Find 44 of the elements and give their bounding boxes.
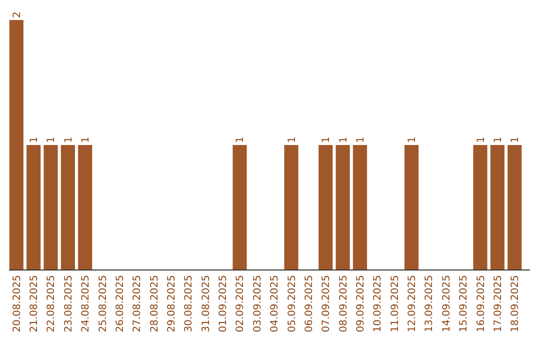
x-tick-label: 02.09.2025 xyxy=(235,275,246,332)
data-label: 1 xyxy=(510,136,522,143)
x-tick-label: 23.08.2025 xyxy=(63,275,74,332)
x-tick-label: 31.08.2025 xyxy=(200,275,212,332)
data-label: 1 xyxy=(29,136,40,143)
x-tick-label: 03.09.2025 xyxy=(252,275,264,332)
data-label: 1 xyxy=(63,136,74,143)
x-tick-label: 01.09.2025 xyxy=(218,275,230,332)
x-tick-label: 09.09.2025 xyxy=(355,275,366,332)
x-tick-label: 14.09.2025 xyxy=(441,275,452,332)
x-tick-label: 10.09.2025 xyxy=(372,275,384,332)
x-tick-label: 16.09.2025 xyxy=(476,275,487,332)
data-label: 1 xyxy=(235,136,246,143)
x-tick-label: 29.08.2025 xyxy=(166,275,178,332)
data-label: 1 xyxy=(355,136,366,143)
data-label: 1 xyxy=(492,136,504,143)
data-label: 1 xyxy=(80,136,92,143)
x-tick-label: 27.08.2025 xyxy=(132,275,144,332)
x-tick-label: 30.08.2025 xyxy=(184,275,195,332)
data-label: 1 xyxy=(476,136,487,143)
data-label: 1 xyxy=(46,136,58,143)
x-tick-label: 06.09.2025 xyxy=(304,275,315,332)
x-tick-label: 26.08.2025 xyxy=(114,275,126,332)
x-tick-label: 18.09.2025 xyxy=(510,275,522,332)
data-label: 1 xyxy=(286,136,298,143)
x-tick-label: 17.09.2025 xyxy=(492,275,504,332)
x-tick-label: 28.08.2025 xyxy=(149,275,160,332)
x-tick-label: 04.09.2025 xyxy=(270,275,281,332)
data-label: 2 xyxy=(12,12,23,18)
x-tick-label: 07.09.2025 xyxy=(321,275,332,332)
x-tick-label: 24.08.2025 xyxy=(80,275,92,332)
x-tick-label: 25.08.2025 xyxy=(98,275,109,332)
x-tick-label: 20.08.2025 xyxy=(12,275,23,332)
x-tick-label: 22.08.2025 xyxy=(46,275,58,332)
x-tick-label: 12.09.2025 xyxy=(407,275,418,332)
x-tick-label: 15.09.2025 xyxy=(458,275,470,332)
x-tick-label: 21.08.2025 xyxy=(29,275,40,332)
x-tick-label: 08.09.2025 xyxy=(338,275,350,332)
data-label: 1 xyxy=(321,136,332,143)
data-label: 1 xyxy=(338,136,350,143)
x-tick-label: 13.09.2025 xyxy=(424,275,436,332)
x-tick-label: 11.09.2025 xyxy=(390,275,401,332)
data-label: 1 xyxy=(407,136,418,143)
x-tick-label: 05.09.2025 xyxy=(286,275,298,332)
